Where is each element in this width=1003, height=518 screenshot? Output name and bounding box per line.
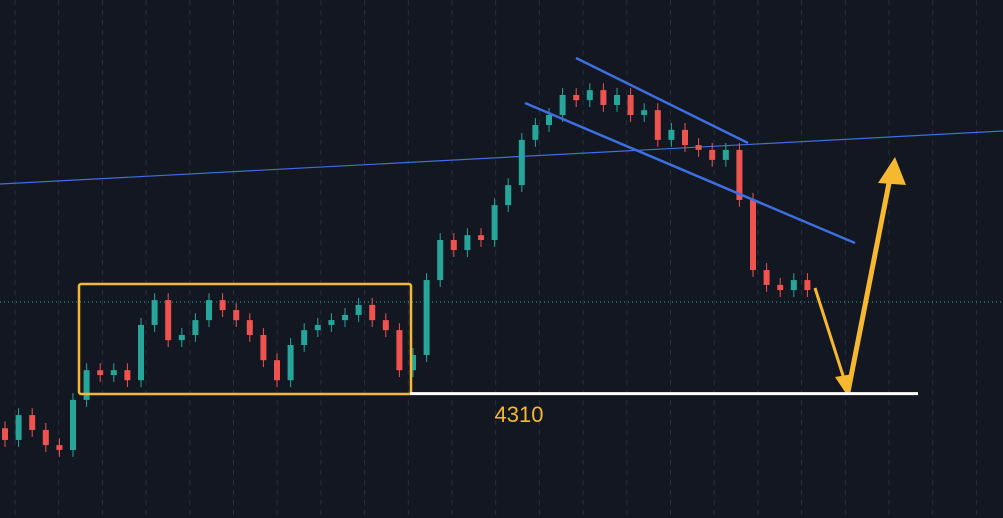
- arrow-down: [813, 287, 848, 386]
- candle-body: [546, 114, 552, 126]
- candle-body: [70, 399, 76, 450]
- candle-body: [573, 94, 580, 101]
- range-box: [77, 282, 413, 396]
- candle-body: [192, 320, 199, 335]
- channel-upper: [575, 56, 749, 145]
- candles: [2, 83, 811, 457]
- candle-body: [491, 205, 498, 241]
- level-label: 4310: [495, 402, 544, 427]
- candle-body: [42, 429, 49, 446]
- candle-body: [301, 330, 308, 345]
- candle-body: [110, 370, 117, 376]
- candle-body: [532, 125, 539, 140]
- candle-body: [586, 90, 593, 101]
- candle-body: [614, 94, 620, 105]
- candle-body: [246, 320, 253, 335]
- candle-body: [151, 300, 158, 325]
- candle-body: [437, 240, 444, 281]
- candle-body: [287, 344, 294, 381]
- candle-body: [777, 284, 784, 291]
- candle-body: [518, 139, 525, 186]
- candle-body: [260, 334, 267, 361]
- candle-body: [314, 324, 321, 331]
- candle-body: [233, 310, 240, 321]
- candle-body: [478, 235, 484, 241]
- candle-body: [736, 149, 743, 200]
- arrow-up-head: [878, 157, 906, 185]
- candle-body: [2, 428, 8, 440]
- candle-body: [138, 324, 144, 381]
- candle-body: [600, 90, 607, 105]
- candle-body: [763, 270, 770, 285]
- candle-body: [328, 320, 335, 325]
- candle-body: [83, 370, 90, 400]
- candle-body: [369, 304, 376, 321]
- candle-body: [355, 304, 362, 315]
- candle-body: [382, 320, 389, 331]
- channel-lower: [524, 101, 856, 245]
- candle-body: [641, 110, 648, 115]
- arrow-up: [845, 177, 893, 393]
- candle-body: [342, 314, 348, 321]
- candle-body: [29, 415, 36, 430]
- candle-body: [709, 149, 716, 160]
- trend-line: [0, 130, 1003, 185]
- candle-body: [750, 199, 756, 271]
- candle-body: [274, 360, 280, 381]
- candle-body: [56, 445, 63, 450]
- candle-body: [722, 149, 729, 160]
- candle-body: [668, 129, 675, 140]
- candle-body: [804, 280, 811, 291]
- vertical-grid: [14, 0, 977, 518]
- candle-body: [559, 94, 566, 115]
- candle-body: [695, 145, 702, 150]
- candle-body: [219, 300, 226, 311]
- candle-body: [15, 415, 22, 440]
- candle-body: [165, 300, 172, 341]
- candle-body: [396, 330, 403, 371]
- candle-body: [790, 280, 797, 291]
- candle-body: [627, 94, 634, 115]
- candle-body: [410, 355, 416, 371]
- candle-body: [464, 235, 471, 251]
- candle-body: [178, 334, 185, 341]
- candle-body: [654, 110, 661, 140]
- candle-body: [450, 240, 457, 251]
- candle-body: [97, 370, 104, 376]
- candle-body: [206, 300, 212, 321]
- candle-body: [682, 129, 688, 146]
- candle-body: [124, 370, 131, 381]
- candle-body: [505, 185, 512, 206]
- candle-body: [423, 280, 430, 356]
